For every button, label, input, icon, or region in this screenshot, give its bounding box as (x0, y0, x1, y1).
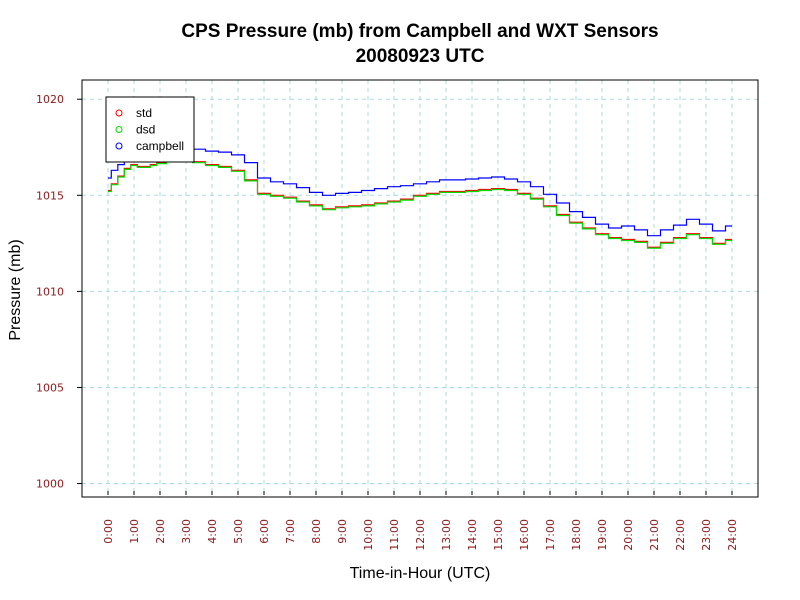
x-tick-label: 7:00 (284, 519, 297, 544)
x-tick-label: 4:00 (206, 519, 219, 544)
x-tick-label: 9:00 (336, 519, 349, 544)
plot-frame (81, 79, 759, 498)
x-tick-label: 0:00 (102, 519, 115, 544)
chart-subtitle: 20080923 UTC (356, 46, 485, 67)
y-tick-label: 1020 (36, 93, 64, 106)
x-tick-label: 14:00 (466, 519, 479, 551)
x-tick-label: 18:00 (570, 519, 583, 551)
y-axis-label: Pressure (mb) (7, 239, 24, 340)
x-tick-label: 24:00 (726, 519, 739, 551)
y-tick-label: 1005 (36, 381, 64, 394)
legend-marker-dsd (115, 126, 123, 133)
x-tick-label: 17:00 (544, 519, 557, 551)
x-tick-label: 8:00 (310, 519, 323, 544)
x-tick-label: 23:00 (700, 519, 713, 551)
y-tick-label: 1010 (36, 285, 64, 298)
x-tick-label: 5:00 (232, 519, 245, 544)
grid (82, 80, 758, 497)
x-tick-label: 21:00 (648, 519, 661, 551)
y-tick-label: 1015 (36, 189, 64, 202)
y-tick-label: 1000 (36, 478, 64, 491)
x-tick-label: 10:00 (362, 519, 375, 551)
x-tick-label: 20:00 (622, 519, 635, 551)
x-tick-label: 15:00 (492, 519, 505, 551)
legend-label-std: std (136, 106, 152, 120)
x-tick-label: 22:00 (674, 519, 687, 551)
x-tick-label: 1:00 (128, 519, 141, 544)
y-axis: 1000 1005 1010 1015 1020 (36, 93, 82, 491)
legend-label-campbell: campbell (136, 139, 184, 153)
x-tick-label: 13:00 (440, 519, 453, 551)
x-tick-label: 3:00 (180, 519, 193, 544)
x-tick-label: 12:00 (414, 519, 427, 551)
x-tick-label: 16:00 (518, 519, 531, 551)
legend-marker-std (115, 109, 123, 117)
legend-label-dsd: dsd (136, 123, 155, 137)
legend-box (105, 96, 195, 163)
legend-marker-campbell (115, 142, 123, 150)
x-tick-label: 2:00 (154, 519, 167, 544)
x-tick-label: 11:00 (388, 519, 401, 551)
x-axis: 0:00 1:00 2:00 3:00 4:00 5:00 6:00 7:00 8:00 9:00… (102, 491, 739, 551)
x-tick-label: 19:00 (596, 519, 609, 551)
x-axis-label: Time-in-Hour (UTC) (350, 565, 491, 582)
chart-title: CPS Pressure (mb) from Campbell and WXT … (181, 21, 658, 42)
x-tick-label: 6:00 (258, 519, 271, 544)
legend: std dsd campbell (105, 96, 195, 163)
